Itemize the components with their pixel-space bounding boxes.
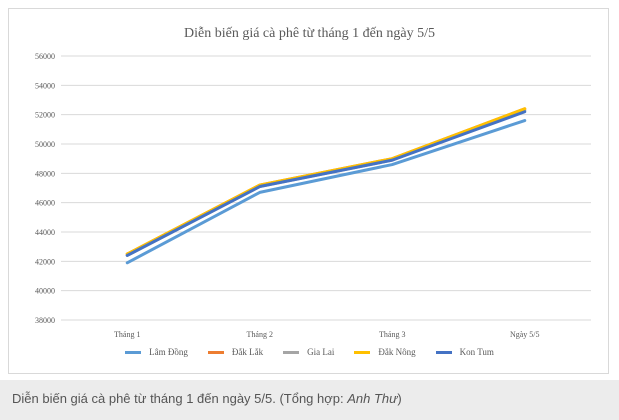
legend-swatch	[283, 350, 300, 354]
legend-swatch	[207, 350, 224, 354]
legend-item: Đắk Lắk	[207, 347, 264, 357]
y-tick-label: 44000	[35, 228, 55, 237]
y-tick-label: 42000	[35, 257, 55, 266]
y-tick-label: 56000	[35, 52, 55, 61]
legend-item: Gia Lai	[283, 347, 334, 357]
legend-label: Kon Tum	[459, 347, 494, 357]
image-caption: Diễn biến giá cà phê từ tháng 1 đến ngày…	[12, 391, 402, 406]
legend-label: Đắk Lắk	[231, 347, 264, 357]
y-tick-label: 52000	[35, 111, 55, 120]
x-tick-label: Tháng 1	[114, 330, 140, 339]
chart-legend: Lâm Đồng Đắk Lắk Gia Lai Đắk Nông Kon Tum	[9, 347, 610, 357]
chart-title: Diễn biến giá cà phê từ tháng 1 đến ngày…	[184, 26, 435, 41]
y-tick-label: 40000	[35, 287, 55, 296]
y-tick-label: 48000	[35, 169, 55, 178]
y-tick-label: 38000	[35, 316, 55, 325]
y-tick-label: 50000	[35, 140, 55, 149]
x-tick-label: Ngày 5/5	[510, 330, 540, 339]
series-line	[125, 110, 527, 257]
legend-label: Đắk Nông	[378, 347, 416, 357]
legend-swatch	[354, 350, 371, 354]
chart-frame: Diễn biến giá cà phê từ tháng 1 đến ngày…	[8, 8, 609, 374]
caption-text: Diễn biến giá cà phê từ tháng 1 đến ngày…	[12, 391, 348, 406]
x-tick-label: Tháng 2	[247, 330, 273, 339]
legend-label: Gia Lai	[307, 347, 335, 357]
legend-swatch	[125, 350, 142, 354]
x-tick-label: Tháng 3	[379, 330, 405, 339]
series-line	[125, 119, 527, 265]
legend-item: Lâm Đồng	[125, 347, 188, 357]
legend-label: Lâm Đồng	[149, 347, 188, 357]
legend-item: Kon Tum	[435, 347, 494, 357]
caption-close: )	[397, 391, 402, 406]
y-tick-label: 54000	[35, 81, 55, 90]
line-chart: 38000 40000 42000 44000 46000 48000 50000 52000…	[35, 52, 591, 339]
y-tick-label: 46000	[35, 199, 55, 208]
legend-item: Đắk Nông	[354, 347, 416, 357]
caption-bar: Diễn biến giá cà phê từ tháng 1 đến ngày…	[0, 380, 619, 420]
caption-author: Anh Thư	[347, 391, 398, 406]
legend-swatch	[435, 350, 452, 354]
